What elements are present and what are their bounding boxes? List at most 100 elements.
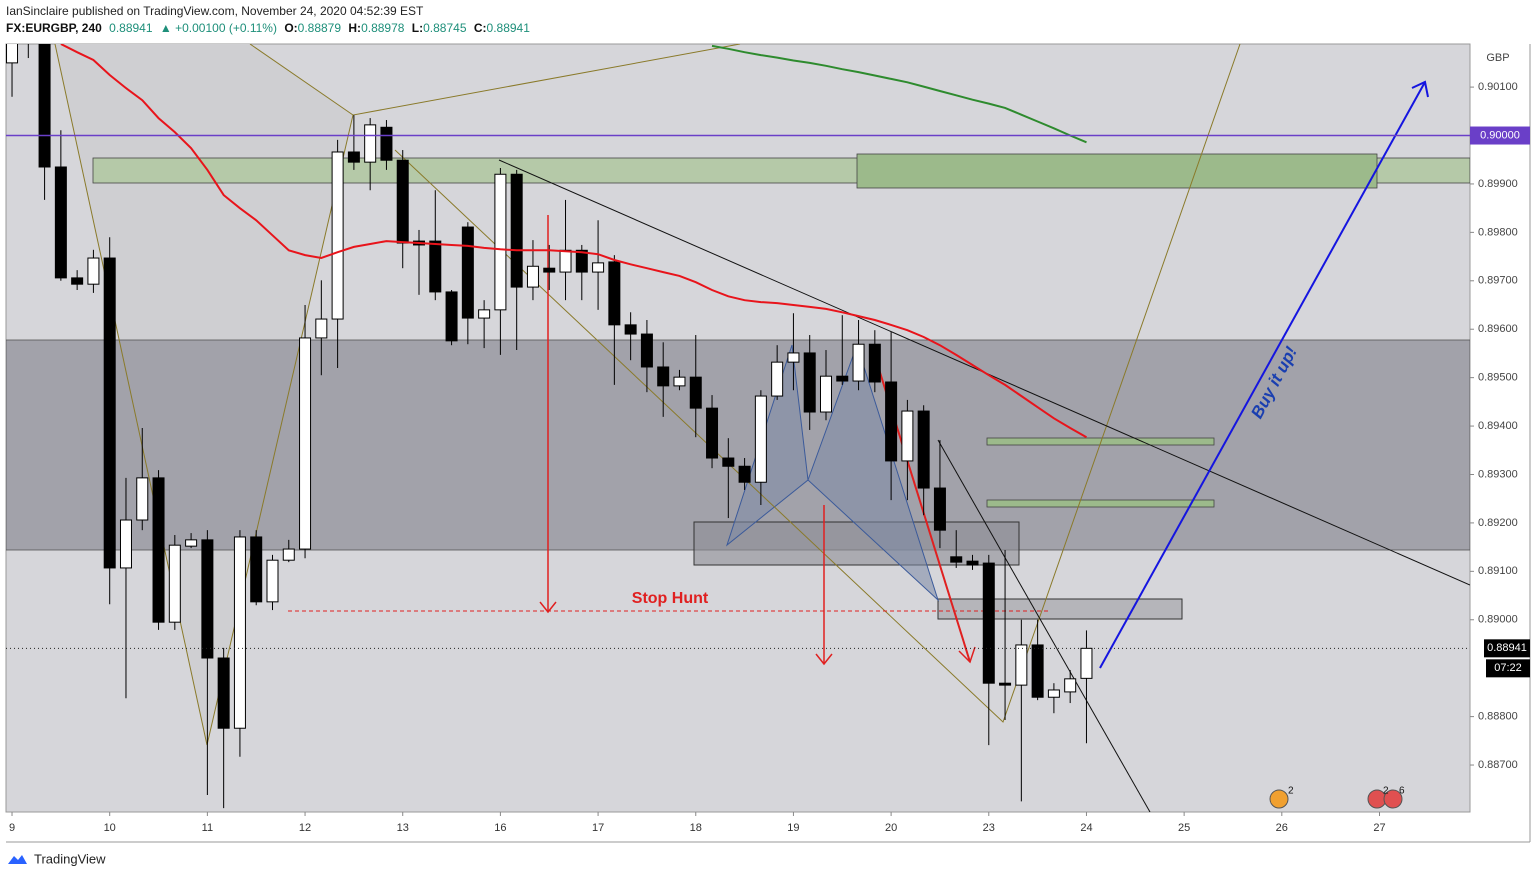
candle-body xyxy=(250,536,263,603)
candle-body xyxy=(299,337,312,550)
candle-body xyxy=(54,166,67,279)
symbol: FX:EURGBP, 240 xyxy=(6,21,102,35)
x-tick-label: 11 xyxy=(202,822,213,834)
zone xyxy=(986,437,1215,446)
ohlc-value: 0.88941 xyxy=(487,21,531,35)
candle-body xyxy=(738,465,751,483)
candle-body xyxy=(1064,678,1077,693)
x-tick-label: 9 xyxy=(9,822,15,834)
candle-body xyxy=(315,318,328,339)
x-tick-label: 13 xyxy=(397,822,409,834)
x-tick-label: 24 xyxy=(1080,822,1092,834)
candle-body xyxy=(966,560,979,566)
candle-body xyxy=(689,376,702,409)
candle-body xyxy=(119,519,132,569)
x-tick-label: 26 xyxy=(1276,822,1288,834)
drawings xyxy=(6,44,1470,812)
candle-body xyxy=(478,309,491,319)
event-icon xyxy=(1383,789,1403,809)
candle-body xyxy=(152,477,165,623)
y-tick-label: 0.89600 xyxy=(1478,323,1518,335)
last-value: 0.88941 xyxy=(109,21,153,35)
candle-body xyxy=(640,333,653,368)
ohlc-label: O: xyxy=(284,21,297,35)
ohlc-value: 0.88879 xyxy=(298,21,342,35)
arrow xyxy=(1099,81,1426,669)
candle-body xyxy=(559,249,572,273)
arrow-head xyxy=(539,601,557,614)
x-tick-label: 23 xyxy=(983,822,995,834)
candle-body xyxy=(396,159,409,244)
candle-body xyxy=(852,343,865,382)
y-tick-label: 0.89500 xyxy=(1478,372,1518,384)
ohlc-label: H: xyxy=(348,21,361,35)
logo: TradingView xyxy=(34,851,106,866)
candle-body xyxy=(917,410,930,489)
candle-body xyxy=(706,407,719,459)
candle-body xyxy=(217,657,230,729)
x-tick-label: 17 xyxy=(592,822,604,834)
y-tick-label: 0.89400 xyxy=(1478,420,1518,432)
candle-body xyxy=(38,44,51,168)
candle-body xyxy=(461,226,474,319)
candle-body xyxy=(380,126,393,161)
candle-body xyxy=(1015,644,1028,686)
candle-body xyxy=(950,556,963,563)
change: ▲ +0.00100 (+0.11%) xyxy=(160,21,277,35)
last-price-bg xyxy=(1484,639,1530,658)
y-tick-label: 0.88800 xyxy=(1478,711,1518,723)
trend-line xyxy=(54,44,741,746)
candle-body xyxy=(168,544,181,623)
candle-body xyxy=(282,548,295,561)
y-tick-label: 0.88700 xyxy=(1478,759,1518,771)
candle-body xyxy=(445,291,458,342)
y-tick-label: 0.89300 xyxy=(1478,468,1518,480)
ohlc-value: 0.88978 xyxy=(361,21,405,35)
y-tick-label: 0.89100 xyxy=(1478,565,1518,577)
candle-body xyxy=(71,277,84,285)
event-count: 2 xyxy=(1383,786,1389,797)
candle-body xyxy=(999,682,1012,686)
candle-body xyxy=(803,352,816,413)
x-tick-label: 10 xyxy=(104,822,116,834)
candle-body xyxy=(836,375,849,382)
ohlc-label: C: xyxy=(474,21,487,35)
candle-body xyxy=(1031,644,1044,698)
candle-body xyxy=(901,410,914,462)
y-tick-label: 0.89700 xyxy=(1478,275,1518,287)
timer-label: 07:22 xyxy=(1494,662,1522,674)
event-count: 6 xyxy=(1399,786,1405,797)
arrow-head xyxy=(815,653,833,666)
candle-body xyxy=(885,381,898,462)
candle-body xyxy=(201,539,214,659)
trend-line xyxy=(394,44,1241,723)
candle-body xyxy=(87,257,100,285)
candle-body xyxy=(754,395,767,483)
candle-body xyxy=(575,249,588,273)
candle-body xyxy=(819,375,832,413)
candle-body xyxy=(331,151,344,320)
y-tick-label: 0.89200 xyxy=(1478,517,1518,529)
x-tick-label: 19 xyxy=(787,822,799,834)
y-tick-label: 0.90100 xyxy=(1478,81,1518,93)
annotation: Stop Hunt xyxy=(632,590,709,607)
ohlc-value: 0.88745 xyxy=(423,21,467,35)
candle-body xyxy=(364,124,377,163)
candle-body xyxy=(526,265,539,288)
candle-body xyxy=(266,559,279,603)
x-tick-label: 25 xyxy=(1178,822,1190,834)
candle-body xyxy=(592,262,605,273)
candle-body xyxy=(933,487,946,531)
candle-body xyxy=(624,324,637,335)
candle-body xyxy=(543,267,556,273)
arrow-head xyxy=(1411,80,1429,98)
price-label-bg xyxy=(1470,126,1530,145)
candle-body xyxy=(722,457,735,467)
candle-body xyxy=(233,536,246,729)
candle-body xyxy=(608,261,621,326)
y-tick-label: 0.89800 xyxy=(1478,226,1518,238)
candle-body xyxy=(429,240,442,293)
pattern xyxy=(807,343,940,602)
arrow-head xyxy=(958,646,976,664)
